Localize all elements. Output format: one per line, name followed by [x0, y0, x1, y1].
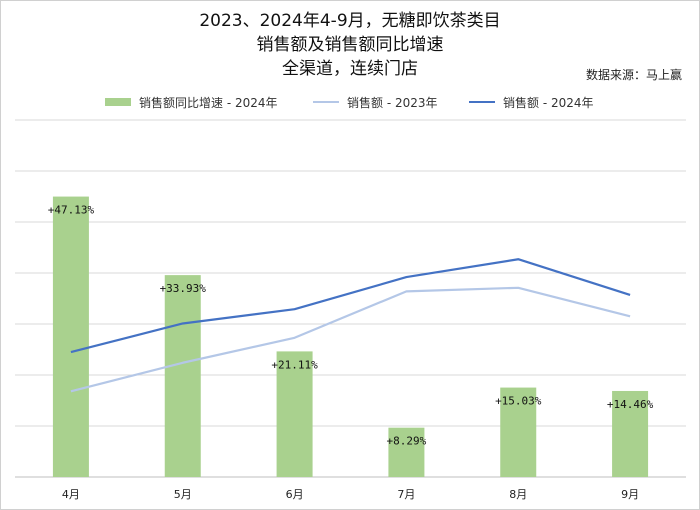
line-sales-2024 — [70, 258, 631, 354]
line-sales-2023 — [70, 286, 631, 393]
x-tick-label: 8月 — [509, 488, 527, 501]
bar-growth — [276, 351, 313, 477]
bar-growth — [164, 275, 201, 477]
legend-item-sales-2023: 销售额 - 2023年 — [313, 92, 438, 112]
x-tick-label: 4月 — [62, 488, 80, 501]
legend-swatch-sales-2023 — [313, 101, 339, 103]
legend-item-sales-2024: 销售额 - 2024年 — [469, 92, 594, 112]
chart-legend: 销售额同比增速 - 2024年 销售额 - 2023年 销售额 - 2024年 — [0, 92, 700, 112]
bar-data-label: +15.03% — [495, 395, 542, 408]
x-tick-label: 9月 — [621, 488, 639, 501]
x-tick-label: 7月 — [397, 488, 415, 501]
legend-swatch-sales-2024 — [469, 101, 495, 103]
legend-label-sales-2024: 销售额 - 2024年 — [503, 95, 594, 110]
x-tick-label: 6月 — [286, 488, 304, 501]
chart-title-line-2: 销售额及销售额同比增速 — [256, 35, 444, 55]
bar-growth — [52, 196, 89, 478]
x-tick-label: 5月 — [174, 488, 192, 501]
legend-label-growth: 销售额同比增速 - 2024年 — [139, 95, 278, 110]
bar-growth — [612, 390, 649, 477]
chart-title-line-3: 全渠道，连续门店 — [282, 59, 418, 79]
bar-data-label: +21.11% — [271, 358, 318, 371]
bar-data-label: +47.13% — [48, 204, 95, 217]
bar-data-label: +14.46% — [607, 398, 654, 411]
legend-swatch-growth — [105, 98, 131, 106]
bar-growth — [388, 427, 425, 477]
bar-growth — [500, 387, 537, 477]
bar-data-label: +33.93% — [160, 282, 207, 295]
bar-data-label: +8.29% — [387, 435, 427, 448]
legend-label-sales-2023: 销售额 - 2023年 — [347, 95, 438, 110]
legend-item-growth: 销售额同比增速 - 2024年 — [105, 92, 278, 112]
chart-source: 数据来源：马上赢 — [585, 68, 682, 82]
chart-title-line-1: 2023、2024年4-9月，无糖即饮茶类目 — [199, 11, 501, 31]
